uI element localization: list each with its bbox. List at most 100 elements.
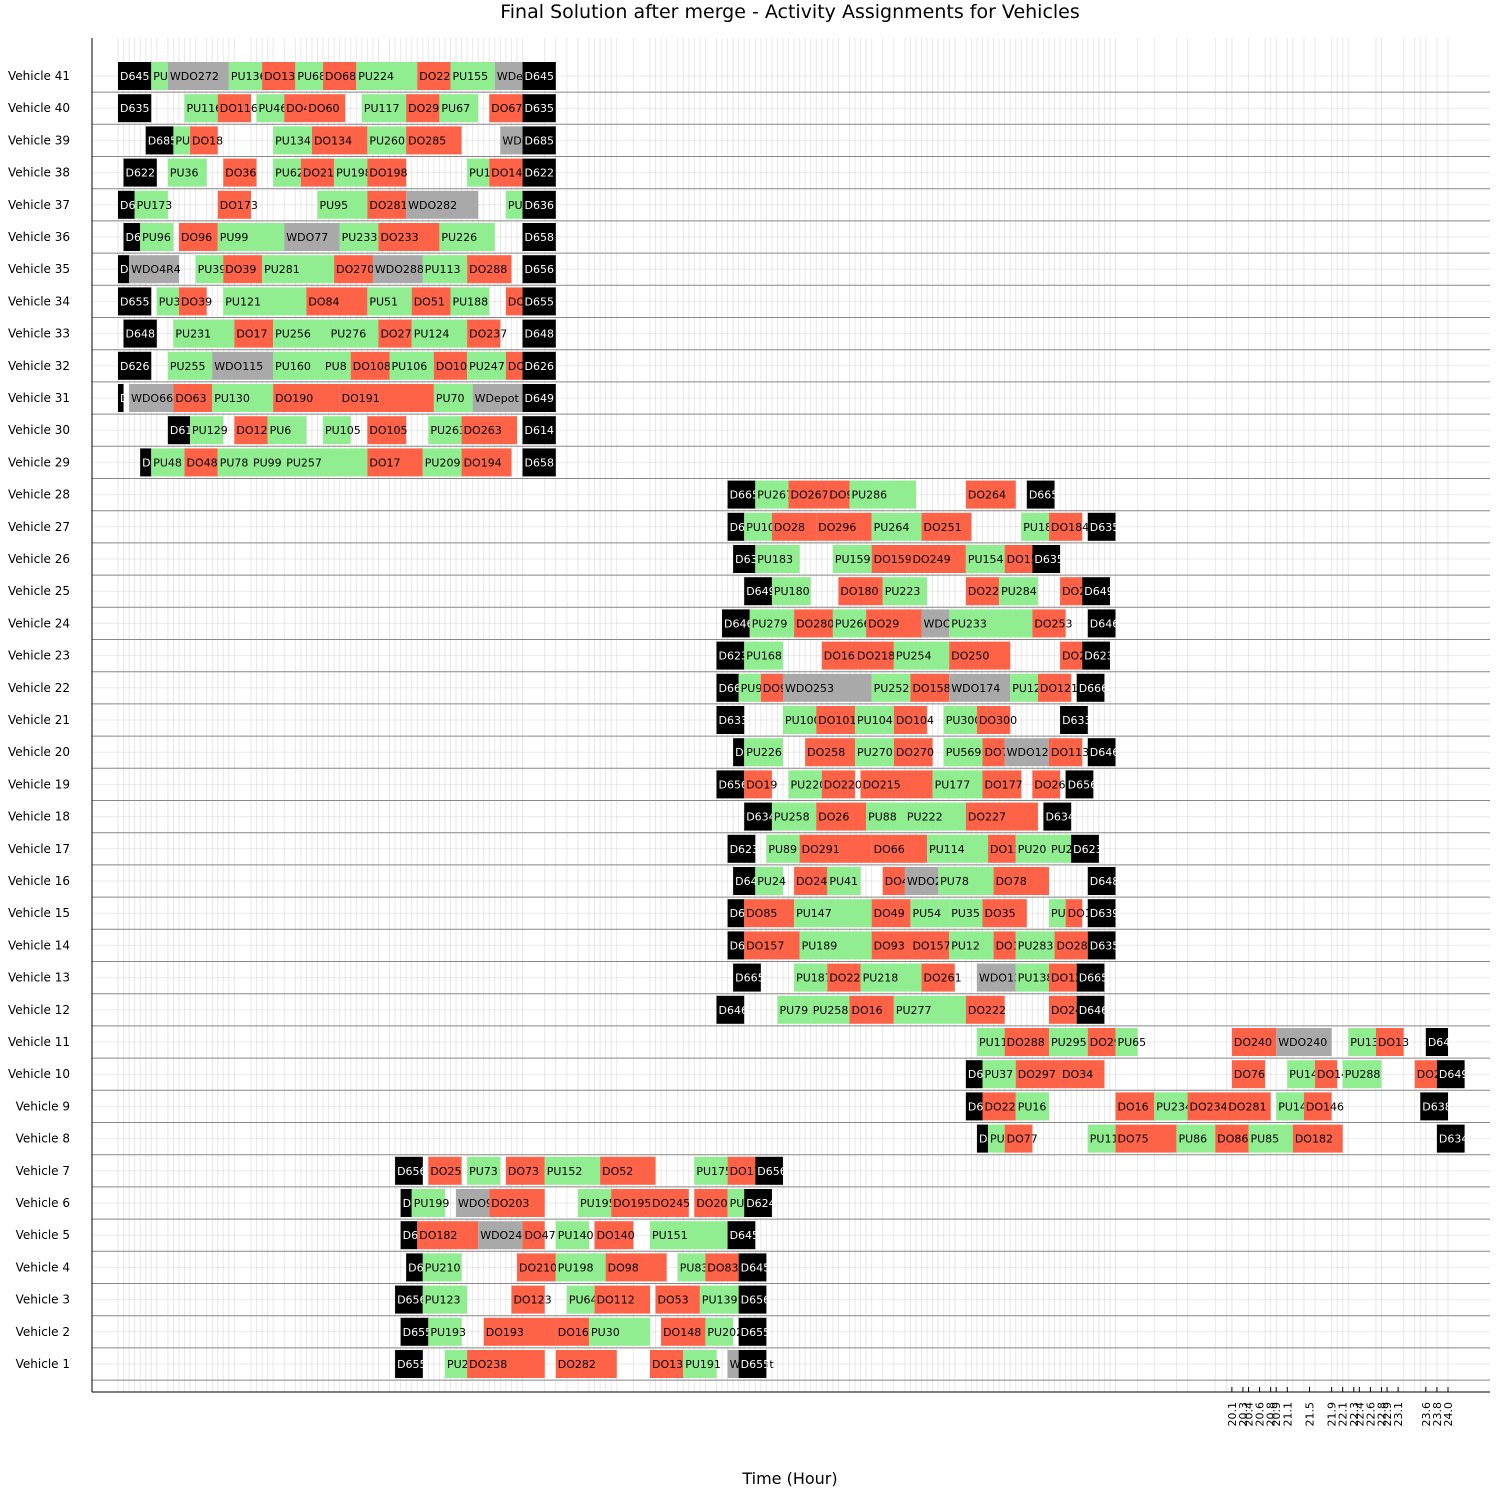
activity-label: DO158 <box>912 682 950 695</box>
activity-label: DO24 <box>1051 1004 1082 1017</box>
activity-bar <box>1342 1060 1382 1089</box>
activity-label: WDO66 <box>131 392 173 405</box>
activity-label: DO250 <box>951 650 989 663</box>
y-tick-label: Vehicle 1 <box>16 1357 70 1371</box>
activity-bar <box>339 223 379 251</box>
activity-bar <box>1115 1028 1138 1056</box>
activity-bar <box>655 1285 700 1314</box>
activity-label: DO291 <box>408 102 446 115</box>
activity-label: DO2 <box>1062 650 1086 663</box>
activity-label: PU154 <box>968 553 1004 566</box>
activity-bar <box>1032 770 1061 799</box>
activity-label: PU78 <box>940 875 969 888</box>
activity-label: DO75 <box>1118 1133 1149 1146</box>
activity-label: PU199 <box>414 1197 450 1210</box>
activity-bar <box>594 1285 650 1314</box>
activity-bar <box>1004 738 1049 767</box>
activity-label: DO168 <box>824 650 862 663</box>
activity-bar <box>727 931 745 960</box>
activity-bar <box>744 577 772 606</box>
activity-bar <box>866 609 922 638</box>
activity-bar <box>472 384 523 412</box>
activity-bar <box>522 126 556 155</box>
activity-bar <box>223 255 263 284</box>
activity-label: PU295 <box>1051 1036 1087 1049</box>
activity-label: DO140 <box>597 1229 635 1242</box>
activity-label: PU168 <box>746 650 782 663</box>
activity-bar <box>871 931 911 960</box>
activity-label: DO195 <box>613 1197 651 1210</box>
activity-bar <box>605 1253 667 1282</box>
activity-bar <box>1087 899 1116 928</box>
activity-bar <box>910 931 950 960</box>
activity-bar <box>727 1350 739 1378</box>
activity-bar <box>694 1189 728 1217</box>
y-tick-label: Vehicle 29 <box>8 455 70 469</box>
activity-bar <box>522 255 556 284</box>
activity-label: DO76 <box>1234 1068 1265 1081</box>
y-tick-label: Vehicle 41 <box>8 69 70 83</box>
activity-bar <box>1425 1028 1448 1056</box>
activity-bar <box>134 190 168 219</box>
activity-bar <box>256 94 285 123</box>
activity-bar <box>910 673 950 702</box>
activity-label: PU233 <box>342 231 378 244</box>
activity-label: D645 <box>120 70 149 83</box>
activity-label: D636 <box>525 199 554 212</box>
activity-bar <box>151 62 168 90</box>
activity-label: D685 <box>148 134 177 147</box>
activity-label: D655 <box>741 1326 770 1339</box>
activity-bar <box>123 158 157 187</box>
activity-bar <box>334 255 373 284</box>
activity-bar <box>727 1221 756 1250</box>
activity-label: DO282 <box>558 1358 596 1371</box>
activity-label: WDO138 <box>979 972 1028 985</box>
activity-bar <box>522 223 556 251</box>
activity-label: D649 <box>1084 585 1113 598</box>
activity-label: PU104 <box>857 714 893 727</box>
activity-label: DO113 <box>1051 746 1089 759</box>
activity-label: DO93 <box>874 939 905 952</box>
activity-bar <box>1032 545 1061 573</box>
activity-bar <box>406 190 479 219</box>
activity-bar <box>1248 1124 1293 1153</box>
activity-label: DO66 <box>874 843 905 856</box>
activity-label: DO35 <box>985 907 1016 920</box>
activity-bar <box>1076 963 1105 992</box>
activity-bar <box>755 867 783 895</box>
activity-label: DO240 <box>1234 1036 1272 1049</box>
activity-bar <box>910 899 950 928</box>
x-tick-label: 21.9 <box>1326 1402 1339 1427</box>
activity-label: DO39 <box>225 263 256 276</box>
activity-bar <box>439 223 495 251</box>
activity-bar <box>727 899 745 928</box>
activity-label: PU198 <box>558 1261 594 1274</box>
activity-label: PU73 <box>469 1165 498 1178</box>
activity-label: WDO288 <box>375 263 424 276</box>
activity-label: PU83 <box>680 1261 709 1274</box>
activity-bar <box>1436 1124 1465 1153</box>
activity-label: PU147 <box>796 907 832 920</box>
activity-bar <box>1076 995 1105 1024</box>
activity-bar <box>860 963 922 992</box>
activity-label: DO17 <box>236 328 267 341</box>
activity-label: DO258 <box>807 746 845 759</box>
activity-label: DO51 <box>414 295 445 308</box>
activity-label: DO234 <box>1190 1100 1228 1113</box>
activity-bar <box>489 1189 545 1217</box>
activity-label: DO77 <box>1007 1133 1038 1146</box>
activity-label: DO245 <box>652 1197 690 1210</box>
y-tick-label: Vehicle 18 <box>8 810 70 824</box>
x-tick-label: 20.1 <box>1226 1402 1239 1427</box>
activity-bar <box>1010 673 1038 702</box>
activity-label: PU86 <box>1178 1133 1207 1146</box>
activity-bar <box>522 94 556 123</box>
activity-bar <box>411 1189 445 1217</box>
activity-label: DO300 <box>979 714 1017 727</box>
activity-label: PU260 <box>369 134 405 147</box>
activity-label: DO135 <box>652 1358 690 1371</box>
activity-label: D638 <box>1422 1100 1451 1113</box>
activity-bar <box>949 931 994 960</box>
activity-label: PU231 <box>175 328 211 341</box>
y-tick-label: Vehicle 32 <box>8 359 70 373</box>
